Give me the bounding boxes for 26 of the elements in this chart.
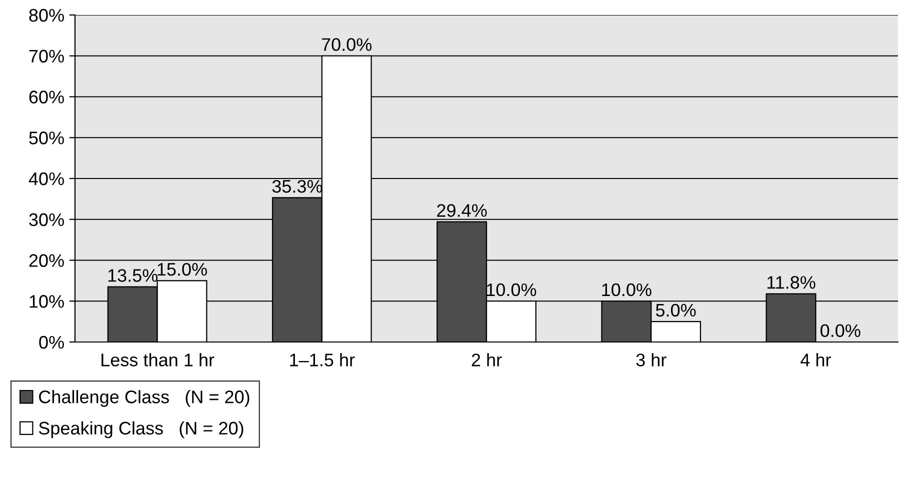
data-label: 29.4% <box>437 204 487 217</box>
x-tick-label: 2 hr <box>472 353 502 366</box>
x-tick-label: Less than 1 hr <box>102 353 214 366</box>
y-tick-label: 0% <box>39 336 64 349</box>
y-tick-label: 60% <box>29 90 64 104</box>
data-label: 10.0% <box>602 283 652 296</box>
y-tick-label: 70% <box>29 50 64 63</box>
data-label: 70.0% <box>322 38 372 51</box>
data-label: 15.0% <box>158 262 207 276</box>
x-tick-label: 4 hr <box>800 353 831 366</box>
data-label: 0.0% <box>820 324 860 338</box>
y-tick-label: 30% <box>29 213 64 226</box>
y-tick-label: 20% <box>29 254 64 267</box>
data-label: 35.3% <box>272 180 322 193</box>
y-tick-label: 10% <box>30 295 64 308</box>
data-label: 11.8% <box>767 276 816 289</box>
x-tick-label: 3 hr <box>636 353 666 366</box>
legend-label: Speaking Class (N = 20) <box>38 421 244 438</box>
x-tick-label: 1–1.5 hr <box>290 353 355 366</box>
data-label: 10.0% <box>486 283 536 296</box>
legend-label: Challenge Class (N = 20) <box>39 390 250 407</box>
data-label: 13.5% <box>108 269 158 282</box>
y-tick-label: 80% <box>29 8 64 22</box>
y-tick-label: 50% <box>29 132 64 144</box>
y-tick-label: 40% <box>28 172 64 186</box>
data-label: 5.0% <box>656 304 696 317</box>
